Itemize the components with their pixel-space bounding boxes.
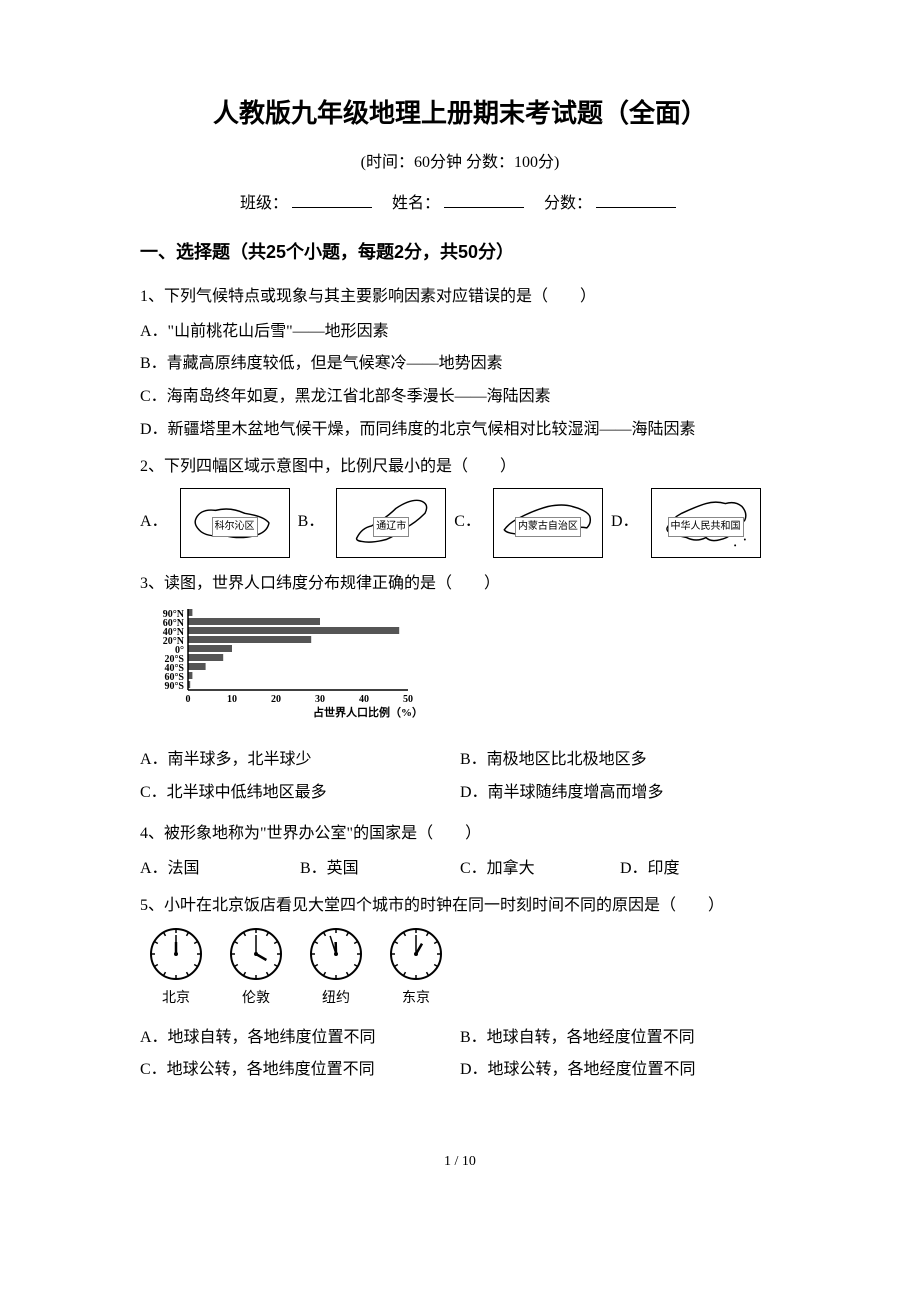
clock-icon <box>388 926 444 982</box>
clock-icon <box>228 926 284 982</box>
question-5-clocks: 北京伦敦纽约东京 <box>140 926 780 1011</box>
class-label: 班级： <box>240 195 288 212</box>
q2-label-a: A． <box>140 508 168 537</box>
score-blank[interactable] <box>596 207 676 208</box>
clock-item: 纽约 <box>308 926 364 1011</box>
question-3-options: A．南半球多，北半球少 B．南极地区比北极地区多 C．北半球中低纬地区最多 D．… <box>140 746 780 812</box>
q4-opt-c: C．加拿大 <box>460 855 620 884</box>
clock-item: 北京 <box>148 926 204 1011</box>
map-d-text: 中华人民共和国 <box>668 517 744 537</box>
clock-city-label: 伦敦 <box>228 986 284 1011</box>
question-1-stem: 1、下列气候特点或现象与其主要影响因素对应错误的是（ ） <box>140 283 780 312</box>
map-a: 科尔沁区 <box>180 488 290 558</box>
clock-item: 东京 <box>388 926 444 1011</box>
q5-opt-b: B．地球自转，各地经度位置不同 <box>460 1024 780 1053</box>
q3-opt-b: B．南极地区比北极地区多 <box>460 746 780 775</box>
score-label: 分数： <box>544 195 592 212</box>
clock-city-label: 北京 <box>148 986 204 1011</box>
clock-item: 伦敦 <box>228 926 284 1011</box>
q2-label-c: C． <box>454 508 481 537</box>
question-2-maps: A． 科尔沁区 B． 通辽市 C． 内蒙古自治区 D． 中华人民共和国 <box>140 488 780 558</box>
q2-label-d: D． <box>611 508 639 537</box>
q3-opt-a: A．南半球多，北半球少 <box>140 746 460 775</box>
svg-text:40: 40 <box>359 694 369 705</box>
q5-opt-c: C．地球公转，各地纬度位置不同 <box>140 1056 460 1085</box>
question-3-stem: 3、读图，世界人口纬度分布规律正确的是（ ） <box>140 570 780 599</box>
q1-opt-a: A．"山前桃花山后雪"——地形因素 <box>140 318 780 347</box>
q4-opt-d: D．印度 <box>620 855 780 884</box>
q5-opt-a: A．地球自转，各地纬度位置不同 <box>140 1024 460 1053</box>
map-b-text: 通辽市 <box>373 517 409 537</box>
svg-text:占世界人口比例（%）: 占世界人口比例（%） <box>313 705 423 719</box>
svg-text:90°S: 90°S <box>164 681 184 692</box>
info-line: 班级： 姓名： 分数： <box>140 190 780 219</box>
population-chart: 90°N60°N40°N20°N0°20°S40°S60°S90°S010203… <box>140 604 440 734</box>
svg-text:50: 50 <box>403 694 413 705</box>
question-3-chart: 90°N60°N40°N20°N0°20°S40°S60°S90°S010203… <box>140 604 780 734</box>
name-label: 姓名： <box>392 195 440 212</box>
q4-opt-b: B．英国 <box>300 855 460 884</box>
svg-text:10: 10 <box>227 694 237 705</box>
class-blank[interactable] <box>292 207 372 208</box>
q3-opt-c: C．北半球中低纬地区最多 <box>140 779 460 808</box>
q3-opt-d: D．南半球随纬度增高而增多 <box>460 779 780 808</box>
question-1-options: A．"山前桃花山后雪"——地形因素 B．青藏高原纬度较低，但是气候寒冷——地势因… <box>140 318 780 445</box>
clock-icon <box>148 926 204 982</box>
clock-icon <box>308 926 364 982</box>
map-c-text: 内蒙古自治区 <box>515 517 581 537</box>
q5-opt-d: D．地球公转，各地经度位置不同 <box>460 1056 780 1085</box>
question-5-options: A．地球自转，各地纬度位置不同 B．地球自转，各地经度位置不同 C．地球公转，各… <box>140 1024 780 1090</box>
map-d: 中华人民共和国 <box>651 488 761 558</box>
question-4-stem: 4、被形象地称为"世界办公室"的国家是（ ） <box>140 820 780 849</box>
map-c: 内蒙古自治区 <box>493 488 603 558</box>
clock-city-label: 纽约 <box>308 986 364 1011</box>
q1-opt-d: D．新疆塔里木盆地气候干燥，而同纬度的北京气候相对比较湿润——海陆因素 <box>140 416 780 445</box>
page-footer: 1 / 10 <box>140 1149 780 1174</box>
svg-text:30: 30 <box>315 694 325 705</box>
page-subtitle: (时间：60分钟 分数：100分) <box>140 149 780 178</box>
name-blank[interactable] <box>444 207 524 208</box>
page-title: 人教版九年级地理上册期末考试题（全面） <box>140 90 780 137</box>
q1-opt-b: B．青藏高原纬度较低，但是气候寒冷——地势因素 <box>140 350 780 379</box>
svg-text:0: 0 <box>186 694 191 705</box>
q4-opt-a: A．法国 <box>140 855 300 884</box>
map-a-text: 科尔沁区 <box>212 517 258 537</box>
q1-opt-c: C．海南岛终年如夏，黑龙江省北部冬季漫长——海陆因素 <box>140 383 780 412</box>
question-5-stem: 5、小叶在北京饭店看见大堂四个城市的时钟在同一时刻时间不同的原因是（ ） <box>140 892 780 921</box>
question-4-options: A．法国 B．英国 C．加拿大 D．印度 <box>140 855 780 884</box>
clock-city-label: 东京 <box>388 986 444 1011</box>
section-heading: 一、选择题（共25个小题，每题2分，共50分） <box>140 236 780 268</box>
map-b: 通辽市 <box>336 488 446 558</box>
q2-label-b: B． <box>298 508 325 537</box>
question-2-stem: 2、下列四幅区域示意图中，比例尺最小的是（ ） <box>140 453 780 482</box>
svg-text:20: 20 <box>271 694 281 705</box>
